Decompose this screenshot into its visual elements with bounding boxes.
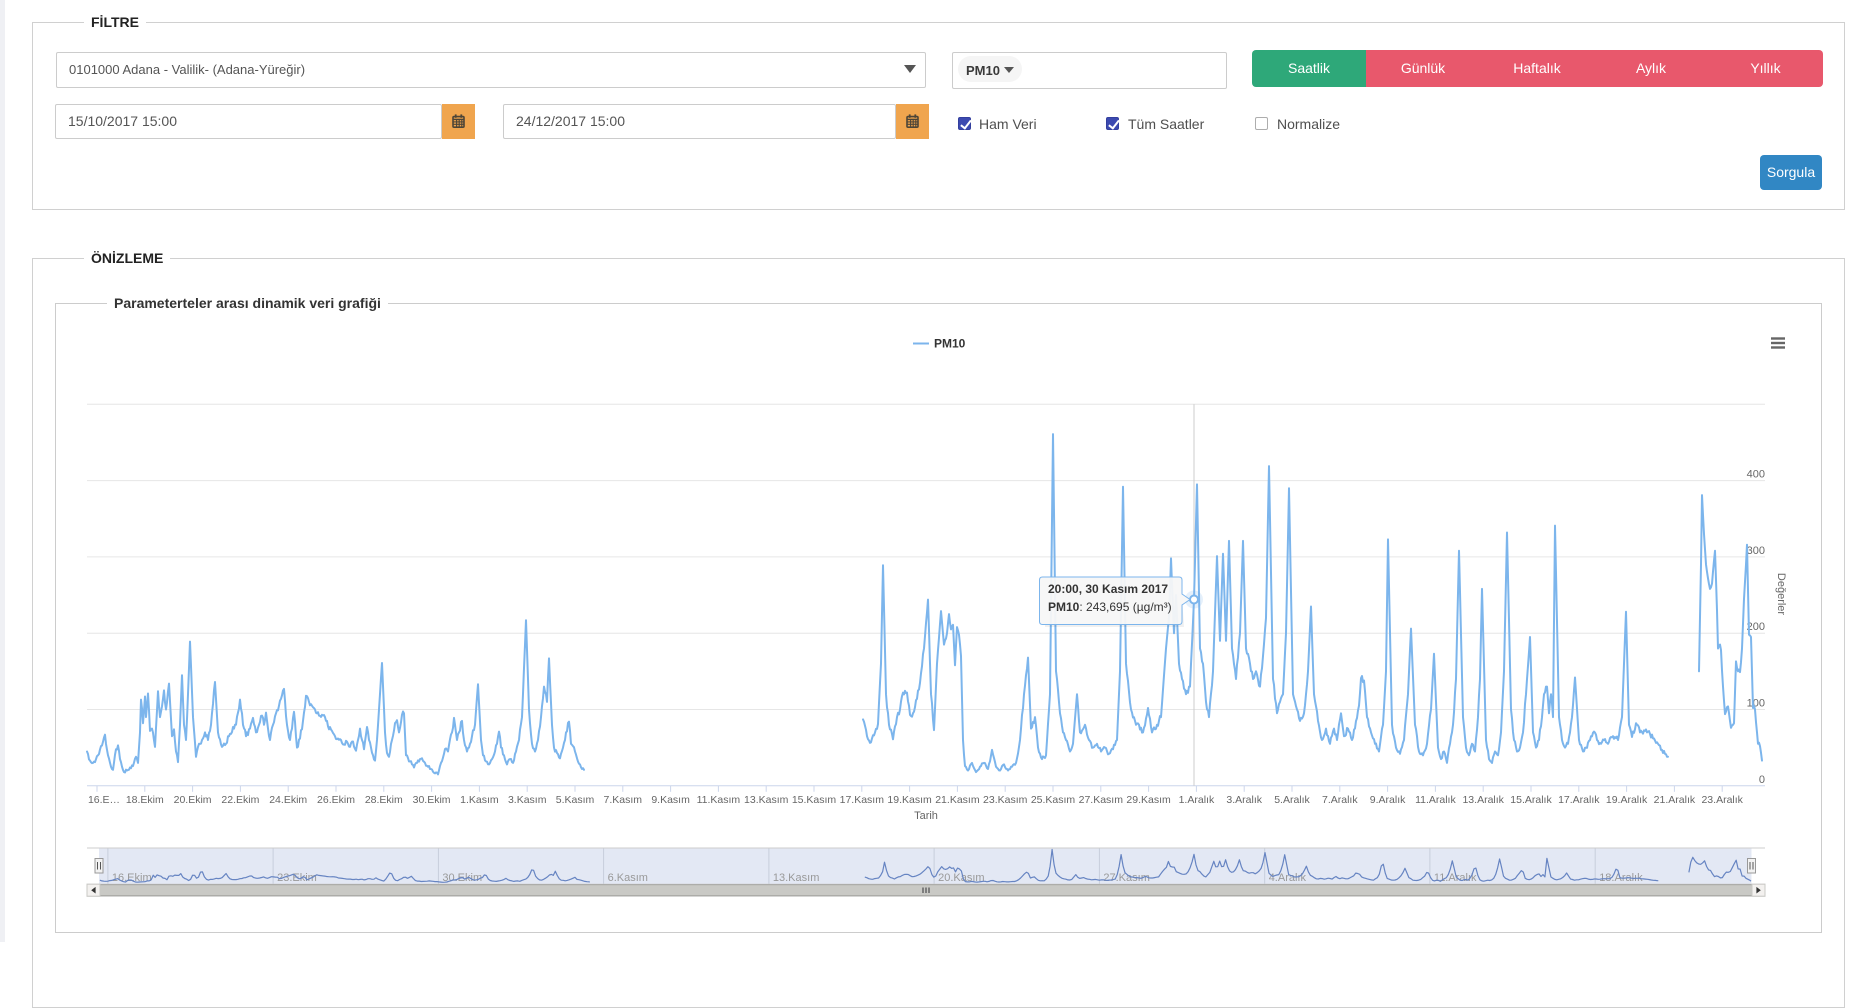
- svg-text:5.Aralık: 5.Aralık: [1274, 794, 1310, 806]
- svg-text:26.Ekim: 26.Ekim: [317, 794, 355, 806]
- svg-text:20:00, 30 Kasım 2017: 20:00, 30 Kasım 2017: [1048, 582, 1168, 596]
- svg-text:21.Kasım: 21.Kasım: [935, 794, 980, 806]
- svg-text:1.Kasım: 1.Kasım: [460, 794, 499, 806]
- svg-text:13.Kasım: 13.Kasım: [773, 872, 819, 884]
- svg-text:13.Aralık: 13.Aralık: [1462, 794, 1504, 806]
- svg-text:22.Ekim: 22.Ekim: [221, 794, 259, 806]
- svg-text:400: 400: [1747, 469, 1765, 481]
- svg-text:4.Aralık: 4.Aralık: [1269, 872, 1307, 884]
- svg-text:11.Kasım: 11.Kasım: [697, 794, 741, 806]
- svg-text:Değerler: Değerler: [1775, 573, 1787, 616]
- svg-text:300: 300: [1747, 545, 1765, 557]
- svg-text:15.Kasım: 15.Kasım: [792, 794, 837, 806]
- svg-text:3.Aralık: 3.Aralık: [1226, 794, 1262, 806]
- svg-text:17.Aralık: 17.Aralık: [1558, 794, 1600, 806]
- svg-text:100: 100: [1747, 698, 1765, 710]
- svg-text:3.Kasım: 3.Kasım: [508, 794, 547, 806]
- svg-text:5.Kasım: 5.Kasım: [556, 794, 595, 806]
- svg-text:200: 200: [1747, 621, 1765, 633]
- svg-text:0: 0: [1759, 774, 1765, 786]
- svg-text:23.Kasım: 23.Kasım: [983, 794, 1028, 806]
- svg-text:Tarih: Tarih: [914, 810, 938, 822]
- svg-text:PM10: PM10: [934, 337, 966, 351]
- svg-text:23.Aralık: 23.Aralık: [1701, 794, 1743, 806]
- svg-text:1.Aralık: 1.Aralık: [1179, 794, 1215, 806]
- svg-text:11.Aralık: 11.Aralık: [1434, 872, 1477, 884]
- svg-text:6.Kasım: 6.Kasım: [608, 872, 648, 884]
- svg-text:7.Aralık: 7.Aralık: [1322, 794, 1358, 806]
- svg-text:19.Kasım: 19.Kasım: [887, 794, 932, 806]
- svg-text:16.Ekim: 16.Ekim: [112, 872, 152, 884]
- svg-text:11.Aralık: 11.Aralık: [1415, 794, 1456, 806]
- svg-text:27.Kasım: 27.Kasım: [1103, 872, 1149, 884]
- svg-text:9.Aralık: 9.Aralık: [1370, 794, 1406, 806]
- svg-text:19.Aralık: 19.Aralık: [1606, 794, 1648, 806]
- svg-text:7.Kasım: 7.Kasım: [604, 794, 643, 806]
- svg-text:15.Aralık: 15.Aralık: [1510, 794, 1552, 806]
- svg-text:29.Kasım: 29.Kasım: [1126, 794, 1171, 806]
- svg-text:18.Ekim: 18.Ekim: [126, 794, 164, 806]
- svg-text:28.Ekim: 28.Ekim: [365, 794, 403, 806]
- svg-text:16.E…: 16.E…: [88, 794, 120, 806]
- svg-text:30.Ekim: 30.Ekim: [413, 794, 451, 806]
- svg-text:13.Kasım: 13.Kasım: [744, 794, 789, 806]
- svg-text:20.Ekim: 20.Ekim: [174, 794, 212, 806]
- svg-text:21.Aralık: 21.Aralık: [1654, 794, 1696, 806]
- svg-text:9.Kasım: 9.Kasım: [651, 794, 690, 806]
- svg-text:27.Kasım: 27.Kasım: [1079, 794, 1124, 806]
- svg-text:24.Ekim: 24.Ekim: [269, 794, 307, 806]
- svg-text:PM10: 243,695 (µg/m³): PM10: 243,695 (µg/m³): [1048, 600, 1172, 614]
- svg-text:17.Kasım: 17.Kasım: [840, 794, 885, 806]
- svg-text:25.Kasım: 25.Kasım: [1031, 794, 1076, 806]
